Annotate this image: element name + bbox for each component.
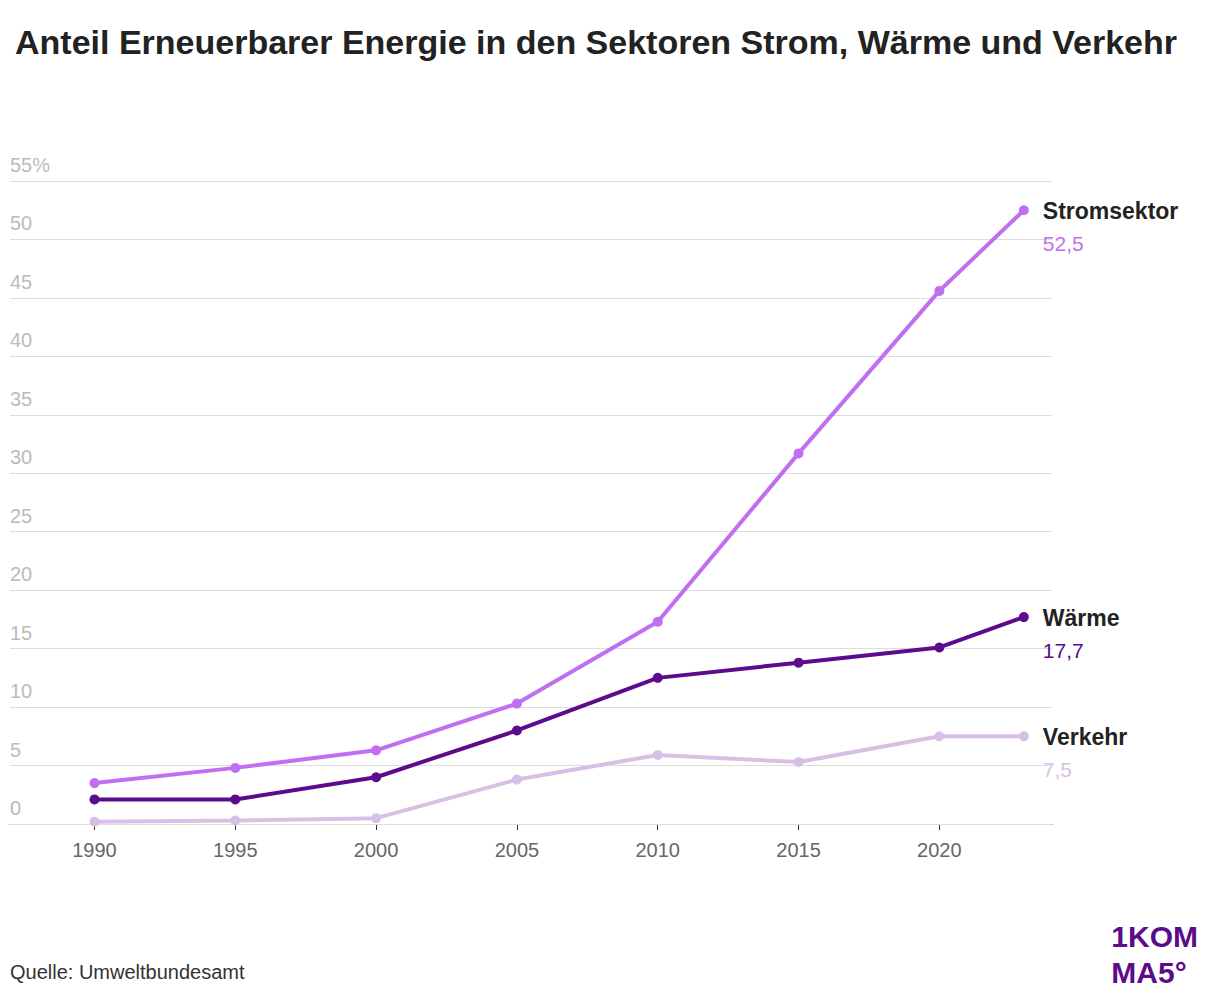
svg-text:Wärme: Wärme xyxy=(1043,605,1120,631)
svg-text:50: 50 xyxy=(10,212,32,234)
svg-text:45: 45 xyxy=(10,271,32,293)
svg-text:40: 40 xyxy=(10,329,32,351)
svg-text:17,7: 17,7 xyxy=(1043,639,1084,662)
svg-text:10: 10 xyxy=(10,680,32,702)
svg-text:0: 0 xyxy=(10,797,21,819)
svg-text:35: 35 xyxy=(10,388,32,410)
svg-text:30: 30 xyxy=(10,446,32,468)
svg-text:1995: 1995 xyxy=(213,839,258,861)
svg-text:MA5°: MA5° xyxy=(1111,956,1186,989)
svg-text:55%: 55% xyxy=(10,154,50,176)
svg-text:2010: 2010 xyxy=(635,839,680,861)
svg-text:1KOM: 1KOM xyxy=(1111,920,1198,953)
svg-text:1990: 1990 xyxy=(72,839,117,861)
svg-text:2005: 2005 xyxy=(495,839,540,861)
svg-text:25: 25 xyxy=(10,505,32,527)
svg-text:20: 20 xyxy=(10,563,32,585)
svg-text:Anteil Erneuerbarer Energie in: Anteil Erneuerbarer Energie in den Sekto… xyxy=(15,23,1177,61)
svg-text:Quelle: Umweltbundesamt: Quelle: Umweltbundesamt xyxy=(10,961,245,983)
svg-text:Stromsektor: Stromsektor xyxy=(1043,198,1179,224)
svg-text:15: 15 xyxy=(10,622,32,644)
svg-text:2020: 2020 xyxy=(917,839,962,861)
svg-text:2000: 2000 xyxy=(354,839,399,861)
svg-text:Verkehr: Verkehr xyxy=(1043,724,1127,750)
svg-text:2015: 2015 xyxy=(776,839,821,861)
svg-text:5: 5 xyxy=(10,739,21,761)
svg-text:7,5: 7,5 xyxy=(1043,758,1072,781)
svg-text:52,5: 52,5 xyxy=(1043,232,1084,255)
